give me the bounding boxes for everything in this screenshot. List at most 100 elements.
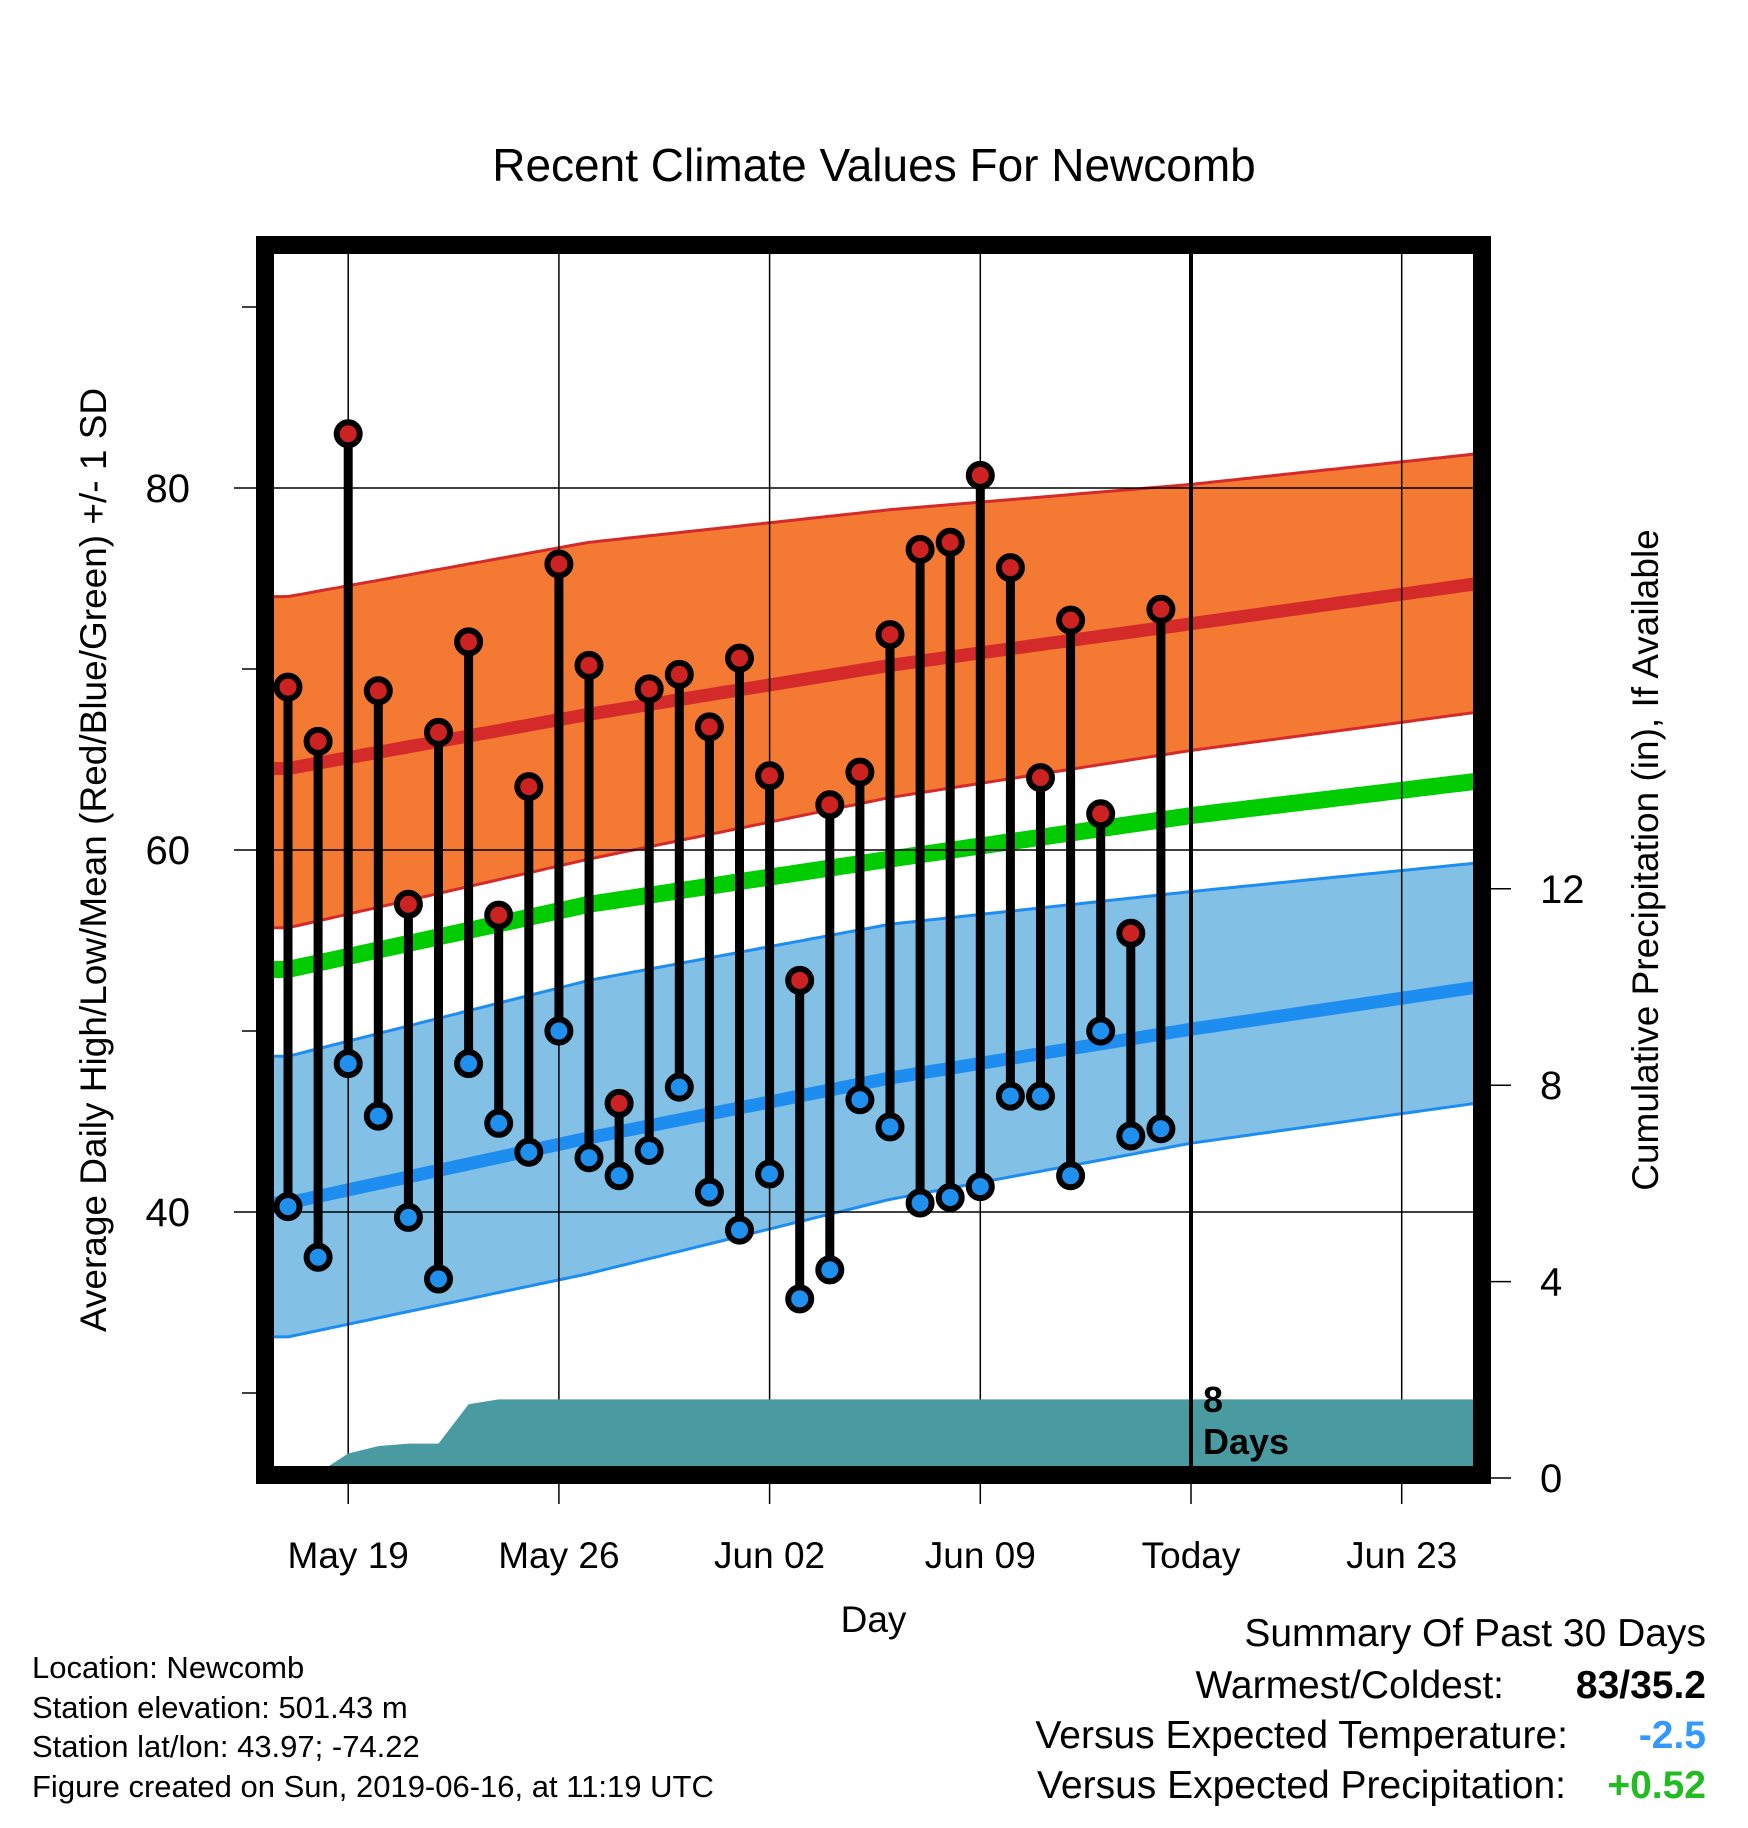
- observations: [273, 419, 1176, 1314]
- obs-high-point: [363, 676, 393, 706]
- obs-low-point: [484, 1108, 514, 1138]
- obs-high-point: [1056, 605, 1086, 635]
- y-tick-label: 80: [146, 467, 191, 511]
- latlon-info: Station lat/lon: 43.97; -74.22: [32, 1729, 420, 1764]
- obs-low-point: [664, 1072, 694, 1102]
- obs-low-point: [1026, 1081, 1055, 1111]
- obs-high-point: [995, 553, 1025, 583]
- obs-low-point: [363, 1101, 393, 1131]
- obs-low-point: [785, 1284, 815, 1314]
- x-tick-label: Jun 02: [714, 1535, 825, 1576]
- y-axis-label: Average Daily High/Low/Mean (Red/Blue/Gr…: [73, 388, 114, 1332]
- y2-axis-label: Cumulative Precipitation (in), If Availa…: [1625, 529, 1666, 1191]
- created-info: Figure created on Sun, 2019-06-16, at 11…: [32, 1769, 714, 1804]
- obs-high-point: [965, 460, 995, 490]
- obs-high-point: [905, 535, 935, 565]
- obs-high-point: [755, 761, 785, 791]
- low-lower-sd-line: [265, 1101, 1478, 1339]
- obs-low-point: [845, 1085, 875, 1115]
- obs-low-point: [875, 1112, 905, 1142]
- obs-low-point: [725, 1215, 754, 1245]
- obs-low-point: [965, 1172, 995, 1202]
- obs-high-point: [393, 889, 423, 919]
- y-tick-label: 40: [146, 1191, 191, 1235]
- elevation-info: Station elevation: 501.43 m: [32, 1690, 408, 1725]
- obs-low-point: [393, 1202, 423, 1232]
- warmest-coldest-label: Warmest/Coldest:: [1195, 1664, 1504, 1707]
- obs-low-point: [1056, 1161, 1086, 1191]
- obs-high-point: [935, 527, 965, 557]
- x-tick-label: May 26: [498, 1535, 619, 1576]
- temp-vs-expected-label: Versus Expected Temperature:: [1035, 1714, 1568, 1757]
- obs-low-point: [514, 1137, 544, 1167]
- precipitation-area: [265, 1399, 1482, 1478]
- obs-low-point: [1146, 1114, 1176, 1144]
- obs-low-point: [604, 1161, 634, 1191]
- warmest-coldest-value: 83/35.2: [1575, 1664, 1706, 1707]
- obs-low-point: [424, 1264, 453, 1294]
- normal-bands: [265, 452, 1478, 1339]
- obs-high-point: [454, 627, 484, 657]
- precip-vs-expected-value: +0.52: [1607, 1764, 1706, 1807]
- obs-low-point: [694, 1177, 724, 1207]
- today-annotation-text: 8: [1203, 1379, 1223, 1420]
- x-tick-label: Jun 23: [1346, 1535, 1457, 1576]
- precipitation-fill: [265, 1399, 1482, 1478]
- obs-low-point: [303, 1242, 333, 1272]
- obs-low-point: [1116, 1121, 1146, 1151]
- y2-tick-label: 8: [1540, 1064, 1562, 1108]
- plot-frame: [256, 236, 1491, 1484]
- obs-low-point: [574, 1143, 604, 1173]
- obs-high-point: [333, 419, 363, 449]
- x-tick-label: Today: [1142, 1535, 1241, 1576]
- obs-high-point: [725, 643, 754, 673]
- obs-high-point: [574, 650, 604, 680]
- obs-high-point: [1086, 799, 1116, 829]
- obs-low-point: [544, 1016, 574, 1046]
- x-tick-label: Jun 09: [925, 1535, 1036, 1576]
- obs-high-point: [845, 757, 875, 787]
- obs-high-point: [634, 674, 664, 704]
- y2-tick-label: 0: [1540, 1457, 1562, 1501]
- axes: 40 60 80 0 4 8 12 May 19 May 26 Jun 02 Jun 09 Today…: [73, 306, 1666, 1640]
- obs-high-point: [273, 672, 303, 702]
- obs-low-point: [333, 1049, 363, 1079]
- obs-high-point: [815, 790, 845, 820]
- obs-high-point: [544, 549, 574, 579]
- location-info: Location: Newcomb: [32, 1650, 305, 1685]
- obs-high-point: [424, 717, 453, 747]
- obs-low-point: [815, 1255, 845, 1285]
- obs-low-point: [1086, 1016, 1116, 1046]
- low-normal-line: [265, 980, 1478, 1210]
- obs-high-point: [604, 1088, 634, 1118]
- y2-tick-label: 12: [1540, 868, 1585, 912]
- obs-high-point: [303, 726, 333, 756]
- obs-high-point: [694, 712, 724, 742]
- x-tick-label: May 19: [288, 1535, 409, 1576]
- obs-high-point: [484, 900, 514, 930]
- y2-tick-label: 4: [1540, 1261, 1562, 1305]
- obs-low-point: [935, 1183, 965, 1213]
- obs-low-point: [454, 1049, 484, 1079]
- obs-high-point: [1116, 918, 1146, 948]
- obs-low-point: [634, 1135, 664, 1165]
- plot-border: [256, 236, 1491, 1484]
- summary-title: Summary Of Past 30 Days: [1244, 1612, 1706, 1655]
- y-tick-label: 60: [146, 829, 191, 873]
- obs-low-point: [755, 1159, 785, 1189]
- obs-low-point: [905, 1188, 935, 1218]
- temp-vs-expected-value: -2.5: [1638, 1714, 1706, 1757]
- obs-low-point: [995, 1081, 1025, 1111]
- obs-high-point: [785, 965, 815, 995]
- x-axis-label: Day: [841, 1599, 907, 1640]
- obs-high-point: [1026, 763, 1055, 793]
- obs-low-point: [273, 1192, 303, 1222]
- obs-high-point: [875, 620, 905, 650]
- precip-vs-expected-label: Versus Expected Precipitation:: [1037, 1764, 1566, 1807]
- chart-title: Recent Climate Values For Newcomb: [492, 139, 1256, 191]
- high-upper-sd-line: [265, 452, 1478, 599]
- obs-high-point: [1146, 594, 1176, 624]
- today-annotation-text: Days: [1203, 1421, 1289, 1462]
